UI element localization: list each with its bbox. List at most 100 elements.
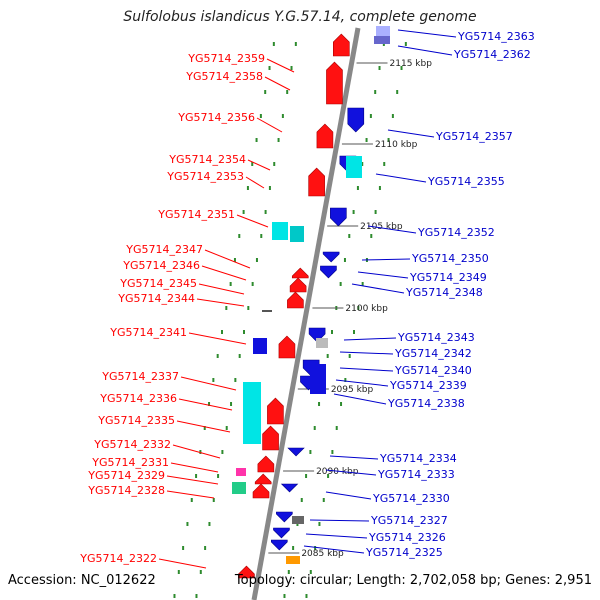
forward-label-leader [256,117,283,133]
scale-label: 2100 kbp [345,304,388,314]
forward-label-leader [196,298,245,307]
forward-label-leader [236,214,269,228]
scale-label: 2095 kbp [331,385,374,395]
reverse-gene-label: YG5714_2352 [417,226,495,239]
scale-label: 2105 kbp [360,222,403,232]
forward-gene-arrow [267,397,284,425]
grey-gene-box [262,310,272,312]
forward-gene-label: YG5714_2335 [97,414,175,427]
forward-label-leader [178,398,233,411]
reverse-gene-label: YG5714_2350 [411,252,489,265]
forward-gene-label: YG5714_2341 [109,326,187,339]
reverse-gene-label: YG5714_2326 [368,531,446,544]
reverse-gene-label: YG5714_2348 [405,286,483,299]
forward-gene-label: YG5714_2346 [122,259,200,272]
forward-label-leader [245,176,265,189]
reverse-gene-label: YG5714_2334 [379,452,457,465]
reverse-label-leader [367,225,417,234]
forward-gene-arrow [257,455,275,473]
forward-label-leader [180,376,237,391]
forward-label-leader [247,159,271,171]
reverse-label-leader [309,519,370,522]
reverse-label-leader [357,271,409,279]
forward-gene-label: YG5714_2358 [185,70,263,83]
forward-gene-arrow [289,277,307,293]
reverse-gene-arrow [330,207,347,227]
reverse-gene-label: YG5714_2355 [427,175,505,188]
reverse-label-leader [335,379,389,387]
reverse-gene-arrow [276,511,293,523]
magenta-gene-box [236,468,246,476]
forward-gene-label: YG5714_2322 [79,552,157,565]
reverse-gene-arrow [347,107,365,133]
forward-gene-label: YG5714_2345 [119,277,197,290]
forward-gene-label: YG5714_2332 [93,438,171,451]
reverse-gene-label: YG5714_2357 [435,130,513,143]
grey-gene-box [292,516,304,524]
cyan-gene-box [346,156,362,178]
forward-gene-arrow [238,565,255,579]
reverse-gene-arrow [320,265,337,279]
reverse-gene-label: YG5714_2330 [372,492,450,505]
forward-label-leader [201,265,247,281]
forward-label-leader [158,558,207,569]
forward-gene-label: YG5714_2329 [87,469,165,482]
forward-label-leader [188,332,247,345]
reverse-label-leader [375,173,427,183]
reverse-label-leader [351,283,405,294]
genome-backbone [251,27,361,600]
accession-label: Accession: NC_012622 [8,573,156,588]
green-gene-box [232,482,246,494]
reverse-label-leader [329,455,379,460]
reverse-gene-label: YG5714_2343 [397,331,475,344]
forward-gene-arrow [291,267,309,279]
orange-gene-box [286,556,300,564]
reverse-gene-label: YG5714_2363 [457,30,535,43]
reverse-label-leader [333,393,387,405]
blue-gene-box [253,338,267,354]
reverse-label-leader [325,469,377,476]
forward-gene-label: YG5714_2359 [187,52,265,65]
forward-gene-arrow [254,473,272,485]
forward-gene-label: YG5714_2331 [91,456,169,469]
forward-gene-arrow [252,483,270,499]
forward-gene-label: YG5714_2336 [99,392,177,405]
cyan-gene-box [290,226,304,242]
forward-label-leader [204,249,251,269]
forward-label-leader [170,462,219,473]
reverse-label-leader [361,258,411,261]
lilac-gene-box [376,26,390,38]
forward-label-leader [166,475,219,485]
forward-gene-arrow [308,167,325,197]
cyan-gene-box [272,222,288,240]
forward-label-leader [264,76,291,91]
forward-label-leader [172,444,221,459]
reverse-label-leader [339,351,394,355]
reverse-gene-label: YG5714_2325 [365,546,443,559]
reverse-gene-label: YG5714_2362 [453,48,531,61]
forward-gene-arrow [326,61,343,105]
reverse-gene-arrow [273,527,290,539]
forward-gene-label: YG5714_2353 [166,170,244,183]
reverse-gene-arrow [287,447,305,457]
forward-gene-arrow [287,291,304,309]
forward-gene-arrow [278,335,296,359]
purple-gene-box [374,36,390,44]
reverse-gene-label: YG5714_2338 [387,397,465,410]
reverse-label-leader [397,29,457,38]
reverse-gene-label: YG5714_2349 [409,271,487,284]
reverse-label-leader [387,129,435,138]
forward-label-leader [176,420,231,433]
forward-gene-label: YG5714_2344 [117,292,195,305]
reverse-label-leader [303,545,365,554]
cyan-gene-box [243,382,261,444]
reverse-gene-arrow [270,539,288,551]
reverse-label-leader [305,533,368,539]
scale-label: 2110 kbp [375,140,418,150]
reverse-gene-label: YG5714_2340 [394,364,472,377]
forward-label-leader [166,490,215,499]
reverse-label-leader [343,337,397,341]
scale-label: 2115 kbp [390,59,433,69]
reverse-gene-label: YG5714_2333 [377,468,455,481]
forward-gene-label: YG5714_2347 [125,243,203,256]
